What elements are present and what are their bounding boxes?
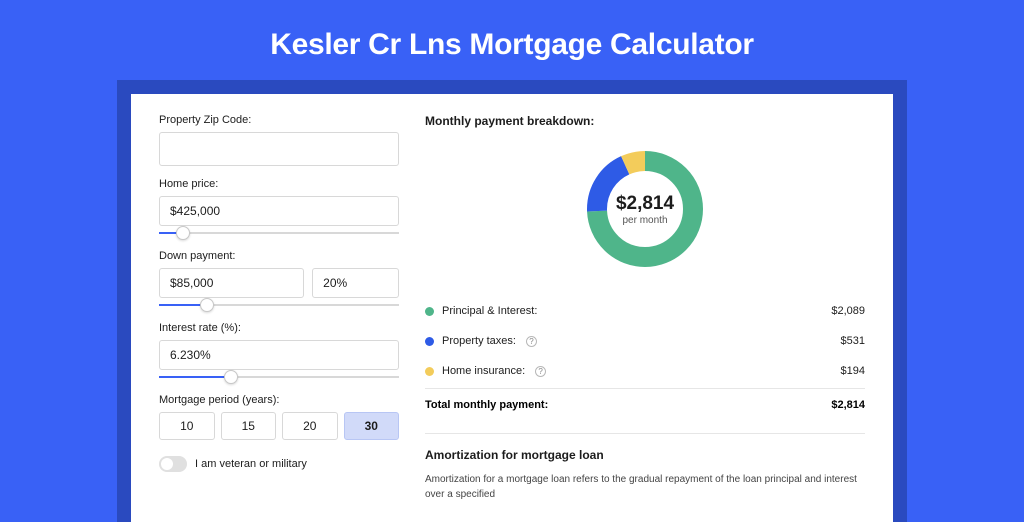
amortization-heading: Amortization for mortgage loan xyxy=(425,448,865,462)
down-payment-percent-input[interactable] xyxy=(312,268,399,298)
legend-row-insurance: Home insurance: ? $194 xyxy=(425,356,865,386)
period-field: Mortgage period (years): 10 15 20 30 xyxy=(159,394,399,440)
down-payment-field: Down payment: xyxy=(159,250,399,310)
amortization-body: Amortization for a mortgage loan refers … xyxy=(425,472,865,502)
calc-card: Property Zip Code: Home price: Down paym… xyxy=(131,94,893,522)
swatch-principal xyxy=(425,307,434,316)
inputs-column: Property Zip Code: Home price: Down paym… xyxy=(159,114,399,502)
swatch-insurance xyxy=(425,367,434,376)
legend-label-taxes: Property taxes: xyxy=(442,335,516,347)
interest-rate-input[interactable] xyxy=(159,340,399,370)
zip-label: Property Zip Code: xyxy=(159,114,399,126)
down-payment-label: Down payment: xyxy=(159,250,399,262)
breakdown-column: Monthly payment breakdown: $2,814 per mo… xyxy=(425,114,865,502)
legend-label-principal: Principal & Interest: xyxy=(442,305,537,317)
home-price-input[interactable] xyxy=(159,196,399,226)
period-btn-15[interactable]: 15 xyxy=(221,412,277,440)
veteran-toggle[interactable] xyxy=(159,456,187,472)
veteran-row: I am veteran or military xyxy=(159,456,399,472)
donut-chart: $2,814 per month xyxy=(425,138,865,290)
donut-sub: per month xyxy=(622,215,667,226)
interest-rate-slider[interactable] xyxy=(159,372,399,382)
legend-value-insurance: $194 xyxy=(841,365,865,377)
down-payment-slider[interactable] xyxy=(159,300,399,310)
legend-value-taxes: $531 xyxy=(841,335,865,347)
legend-total-row: Total monthly payment: $2,814 xyxy=(425,388,865,423)
home-price-field: Home price: xyxy=(159,178,399,238)
page-title: Kesler Cr Lns Mortgage Calculator xyxy=(0,0,1024,80)
breakdown-heading: Monthly payment breakdown: xyxy=(425,114,865,138)
interest-rate-label: Interest rate (%): xyxy=(159,322,399,334)
zip-field: Property Zip Code: xyxy=(159,114,399,166)
interest-rate-field: Interest rate (%): xyxy=(159,322,399,382)
donut-amount: $2,814 xyxy=(616,193,674,215)
home-price-slider-thumb xyxy=(176,226,190,240)
legend-label-insurance: Home insurance: xyxy=(442,365,525,377)
veteran-label: I am veteran or military xyxy=(195,458,307,470)
legend-row-principal: Principal & Interest: $2,089 xyxy=(425,296,865,326)
info-icon[interactable]: ? xyxy=(535,366,546,377)
period-label: Mortgage period (years): xyxy=(159,394,399,406)
amortization-section: Amortization for mortgage loan Amortizat… xyxy=(425,433,865,502)
down-payment-amount-input[interactable] xyxy=(159,268,304,298)
legend-total-label: Total monthly payment: xyxy=(425,399,548,411)
period-btn-30[interactable]: 30 xyxy=(344,412,400,440)
period-btn-10[interactable]: 10 xyxy=(159,412,215,440)
zip-input[interactable] xyxy=(159,132,399,166)
calc-container: Property Zip Code: Home price: Down paym… xyxy=(117,80,907,522)
home-price-slider[interactable] xyxy=(159,228,399,238)
swatch-taxes xyxy=(425,337,434,346)
info-icon[interactable]: ? xyxy=(526,336,537,347)
legend-total-value: $2,814 xyxy=(831,399,865,411)
legend: Principal & Interest: $2,089 Property ta… xyxy=(425,296,865,423)
period-options: 10 15 20 30 xyxy=(159,412,399,440)
home-price-label: Home price: xyxy=(159,178,399,190)
legend-value-principal: $2,089 xyxy=(831,305,865,317)
legend-row-taxes: Property taxes: ? $531 xyxy=(425,326,865,356)
period-btn-20[interactable]: 20 xyxy=(282,412,338,440)
